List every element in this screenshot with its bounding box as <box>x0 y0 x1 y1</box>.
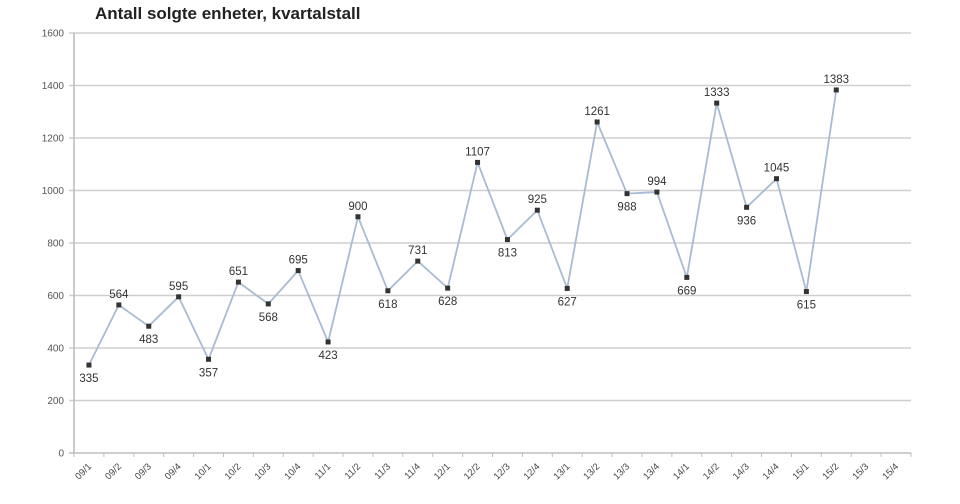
data-label: 595 <box>169 281 188 293</box>
data-point-marker <box>295 268 301 274</box>
x-axis: 09/1 09/2 09/3 09/4 10/1 10/2 10/3 10/4 11/1 11/2… <box>73 453 912 482</box>
x-tick-label: 13/3 <box>611 461 632 482</box>
data-point-marker <box>355 214 361 220</box>
data-point-marker <box>325 339 331 345</box>
data-point-marker <box>534 207 540 213</box>
data-label: 627 <box>558 296 577 308</box>
x-tick-label: 14/4 <box>761 461 782 482</box>
x-tick-label: 12/2 <box>462 461 483 482</box>
data-label: 936 <box>737 215 756 227</box>
data-point-marker <box>564 285 570 291</box>
data-point-marker <box>86 362 92 368</box>
data-label: 483 <box>139 334 158 346</box>
data-point-marker <box>803 289 809 295</box>
y-tick-label: 0 <box>58 449 64 460</box>
x-tick-label: 14/2 <box>701 461 722 482</box>
data-point-marker <box>206 356 212 362</box>
data-label: 669 <box>677 285 696 297</box>
data-label: 1107 <box>465 146 490 158</box>
x-tick-label: 15/2 <box>821 461 842 482</box>
y-tick-label: 400 <box>47 344 64 355</box>
x-tick-label: 13/1 <box>551 461 572 482</box>
x-tick-label: 11/4 <box>403 461 423 481</box>
x-tick-label: 10/3 <box>253 461 274 482</box>
data-label: 1045 <box>764 163 790 175</box>
data-label: 423 <box>318 350 337 362</box>
data-label: 925 <box>528 194 547 206</box>
data-point-marker <box>654 189 660 195</box>
data-point-marker <box>475 159 481 165</box>
y-axis: 0 200 400 600 800 1000 1200 1400 1600 <box>42 29 75 460</box>
data-point-marker <box>833 87 839 93</box>
data-label: 1261 <box>584 106 610 118</box>
data-point-marker <box>773 176 779 182</box>
x-tick-label: 09/4 <box>163 461 184 482</box>
y-tick-label: 1200 <box>42 134 65 145</box>
data-label: 1333 <box>704 87 730 99</box>
x-tick-label: 10/4 <box>282 461 303 482</box>
x-tick-label: 09/2 <box>103 461 124 482</box>
series-line <box>88 89 838 366</box>
data-point-marker <box>624 191 630 197</box>
y-tick-label: 800 <box>47 239 64 250</box>
data-label: 731 <box>408 245 427 257</box>
data-label: 813 <box>498 248 517 260</box>
y-tick-label: 1000 <box>42 186 65 197</box>
data-point-marker <box>385 288 391 294</box>
chart-title: Antall solgte enheter, kvartalstall <box>95 4 361 23</box>
data-label: 357 <box>199 367 218 379</box>
data-point-marker <box>714 100 720 106</box>
x-tick-label: 15/1 <box>791 461 812 482</box>
y-tick-label: 1600 <box>42 29 65 40</box>
data-label: 900 <box>348 201 367 213</box>
x-tick-label: 12/4 <box>522 461 543 482</box>
x-tick-label: 09/1 <box>73 461 94 482</box>
data-label: 651 <box>229 266 248 278</box>
y-tick-label: 1400 <box>42 81 65 92</box>
x-tick-label: 14/1 <box>671 461 692 482</box>
data-point-marker <box>415 258 421 264</box>
x-tick-label: 09/3 <box>133 461 154 482</box>
data-series <box>86 87 839 368</box>
data-point-marker <box>176 294 182 300</box>
gridlines <box>69 32 911 454</box>
x-tick-label: 11/3 <box>373 461 393 481</box>
data-point-marker <box>504 237 510 243</box>
x-tick-label: 13/2 <box>581 461 602 482</box>
data-label: 994 <box>647 176 667 188</box>
data-label: 988 <box>617 202 636 214</box>
data-point-marker <box>445 285 451 291</box>
x-tick-label: 12/1 <box>432 461 453 482</box>
x-tick-label: 12/3 <box>492 461 513 482</box>
data-label: 568 <box>259 312 278 324</box>
data-point-marker <box>744 204 750 210</box>
data-label: 564 <box>109 289 129 301</box>
data-label: 695 <box>289 255 308 267</box>
data-point-marker <box>265 301 271 307</box>
data-label: 1383 <box>823 74 849 86</box>
x-tick-label: 14/3 <box>731 461 752 482</box>
x-tick-label: 13/4 <box>641 461 662 482</box>
x-tick-label: 15/4 <box>880 461 901 482</box>
data-label: 618 <box>378 299 397 311</box>
x-tick-label: 15/3 <box>850 461 871 482</box>
data-point-marker <box>116 302 122 308</box>
data-point-marker <box>235 279 241 285</box>
data-point-marker <box>594 119 600 125</box>
data-label: 335 <box>79 373 98 385</box>
data-point-marker <box>684 274 690 280</box>
x-tick-label: 11/2 <box>343 461 363 481</box>
y-tick-label: 600 <box>47 291 64 302</box>
data-label: 615 <box>797 300 816 312</box>
x-tick-label: 10/2 <box>223 461 244 482</box>
x-tick-label: 10/1 <box>193 461 214 482</box>
y-tick-label: 200 <box>47 396 64 407</box>
data-labels: 335 564 483 595 357 651 568 695 423 900 618 731 628 1… <box>79 74 849 385</box>
x-tick-label: 11/1 <box>313 461 333 481</box>
data-label: 628 <box>438 296 457 308</box>
data-point-marker <box>146 323 152 329</box>
